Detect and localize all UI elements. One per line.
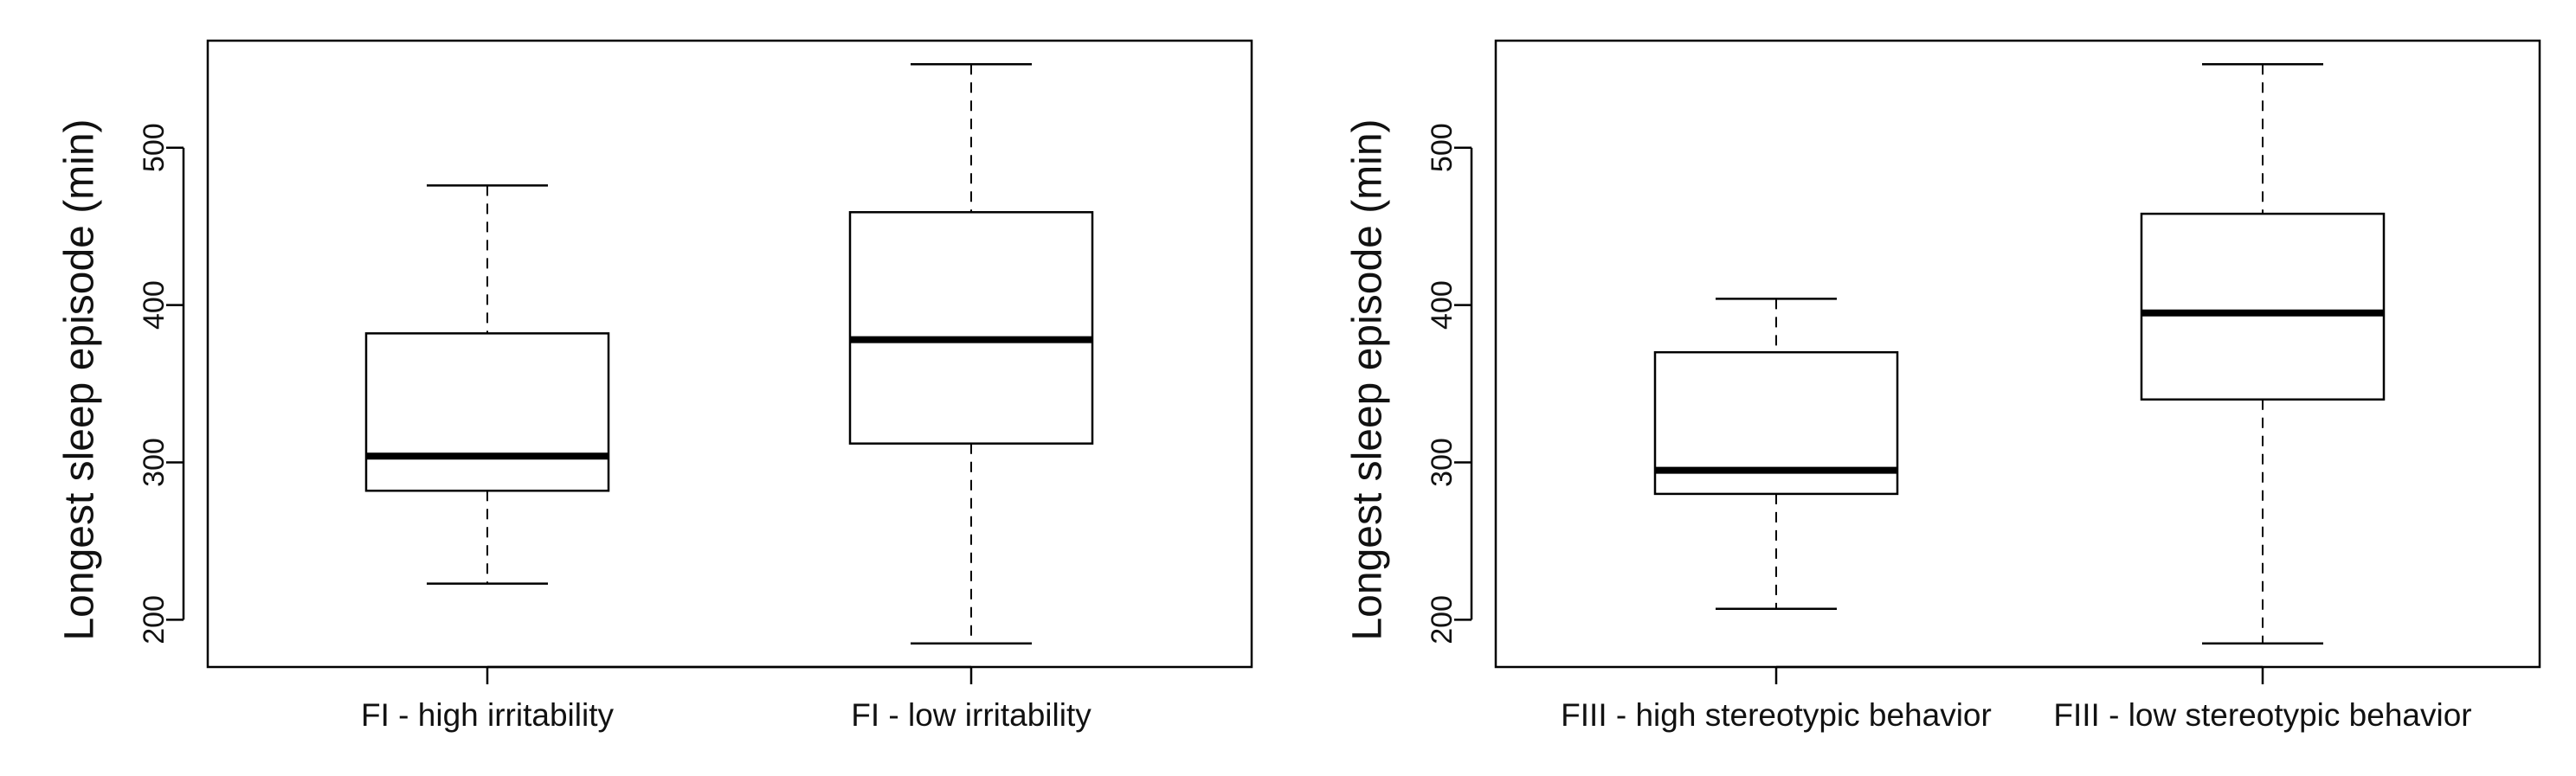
- box-2: FI - low irritability: [848, 63, 1094, 733]
- y-tick-label: 200: [1426, 595, 1459, 645]
- y-tick-label: 300: [1426, 438, 1459, 487]
- y-tick-label: 500: [1426, 123, 1459, 172]
- box-2: FIII - low stereotypic behavior: [2053, 63, 2472, 733]
- chart-panel-2: 200 300 400 500 Longest sleep episode (min) F…: [1345, 39, 2541, 733]
- x-tick-label: FI - high irritability: [361, 697, 614, 733]
- iqr-box: [2140, 212, 2386, 401]
- y-axis-title: Longest sleep episode (min): [1345, 119, 1391, 640]
- y-axis-title: Longest sleep episode (min): [57, 119, 103, 640]
- y-tick-label: 400: [1426, 280, 1459, 330]
- x-tick-label: FIII - low stereotypic behavior: [2053, 697, 2471, 733]
- plot-frame: [206, 39, 1253, 669]
- box-1: FI - high irritability: [361, 184, 614, 733]
- chart-panel-1: 200 300 400 500 Longest sleep episode (min) F…: [57, 39, 1253, 733]
- y-tick-label: 500: [138, 123, 171, 172]
- iqr-box: [848, 211, 1094, 445]
- x-tick-label: FIII - high stereotypic behavior: [1561, 697, 1992, 733]
- iqr-box: [364, 332, 610, 492]
- y-tick-label: 400: [138, 280, 171, 330]
- box-1: FIII - high stereotypic behavior: [1561, 298, 1992, 733]
- x-tick-label: FI - low irritability: [851, 697, 1092, 733]
- y-tick-label: 200: [138, 595, 171, 645]
- y-tick-label: 300: [138, 438, 171, 487]
